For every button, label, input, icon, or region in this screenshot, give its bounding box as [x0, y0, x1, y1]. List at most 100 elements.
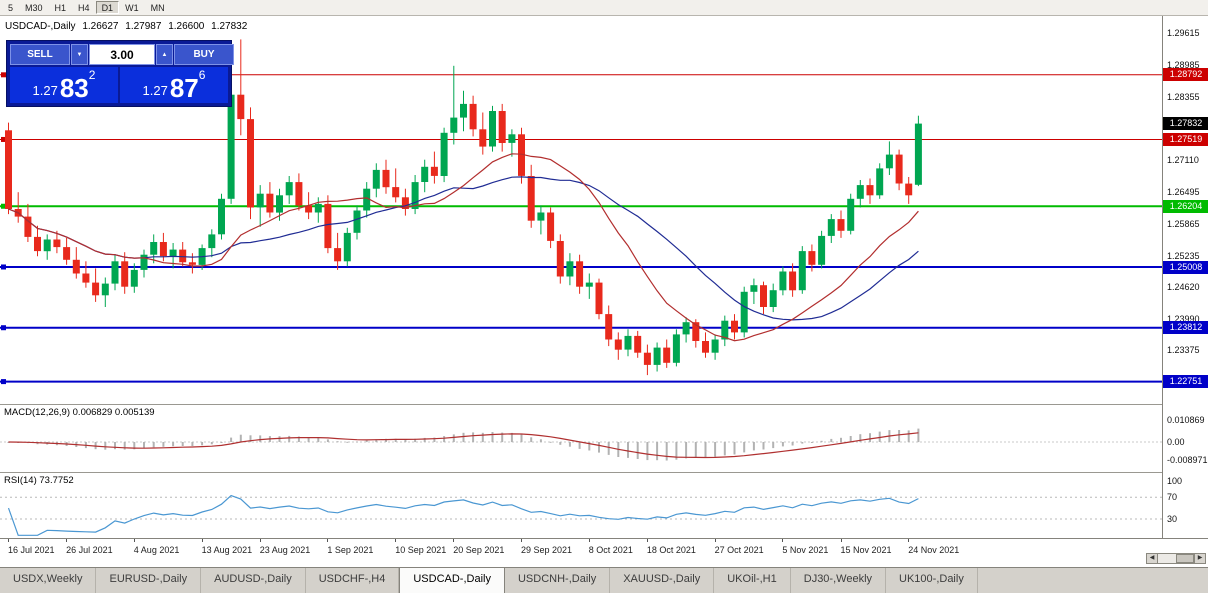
- candle: [63, 237, 71, 265]
- chart-tab[interactable]: USDCNH-,Daily: [505, 568, 611, 593]
- volume-increase-button[interactable]: ▲: [156, 44, 173, 65]
- candle: [401, 188, 409, 216]
- time-tick-mark: [588, 539, 590, 542]
- level-anchor[interactable]: [1, 264, 6, 270]
- time-tick-label: 5 Nov 2021: [782, 545, 829, 555]
- candle: [624, 329, 632, 357]
- chart-tab[interactable]: USDCHF-,H4: [306, 568, 400, 593]
- candle: [237, 39, 245, 136]
- candle: [72, 247, 80, 279]
- time-tick-label: 15 Nov 2021: [840, 545, 892, 555]
- macd-signal-line: [8, 432, 919, 459]
- time-tick-mark: [714, 539, 716, 542]
- chart-tab[interactable]: AUDUSD-,Daily: [201, 568, 306, 593]
- candle: [711, 334, 719, 360]
- candle: [285, 176, 293, 204]
- candle: [682, 317, 690, 343]
- candle: [5, 122, 12, 215]
- chart-tab[interactable]: USDX,Weekly: [0, 568, 97, 593]
- candle: [798, 246, 806, 294]
- price-chart-pane[interactable]: USDCAD-,Daily 1.26627 1.27987 1.26600 1.…: [0, 16, 1162, 404]
- candle: [585, 273, 593, 299]
- candle: [856, 180, 864, 208]
- candle: [101, 277, 109, 307]
- rsi-pane[interactable]: RSI(14) 73.7752: [0, 473, 1162, 538]
- candle: [411, 175, 419, 215]
- chart-tab[interactable]: XAUUSD-,Daily: [610, 568, 715, 593]
- chart-tab[interactable]: DJ30-,Weekly: [791, 568, 887, 593]
- scrollbar-track[interactable]: [1158, 553, 1194, 564]
- timeframe-button-H1[interactable]: H1: [49, 1, 73, 14]
- price-scale[interactable]: 1.29615 1.28985 1.28355 1.27110 1.26495 1.258…: [1162, 16, 1208, 538]
- candle: [634, 330, 642, 358]
- candle: [82, 261, 90, 288]
- chart-tab[interactable]: EURUSD-,Daily: [96, 568, 202, 593]
- timeframe-button-5[interactable]: 5: [2, 1, 19, 14]
- chart-tab[interactable]: UKOil-,H1: [714, 568, 791, 593]
- level-anchor[interactable]: [1, 72, 6, 78]
- candle: [430, 151, 438, 184]
- chart-window: USDCAD-,Daily 1.26627 1.27987 1.26600 1.…: [0, 16, 1208, 567]
- price-tick: 1.23375: [1167, 344, 1200, 355]
- time-tick-mark: [908, 539, 910, 542]
- sell-price-pip: 2: [88, 68, 96, 82]
- timeframe-button-D1[interactable]: D1: [95, 1, 120, 14]
- price-level-badge: 1.23812: [1163, 321, 1208, 335]
- candle: [779, 266, 787, 296]
- timeframe-button-W1[interactable]: W1: [119, 1, 145, 14]
- candlestick-chart[interactable]: [0, 16, 1162, 404]
- time-tick-mark: [259, 539, 261, 542]
- volume-input[interactable]: [89, 44, 155, 65]
- sell-button[interactable]: SELL: [10, 44, 70, 65]
- timeframe-button-M30[interactable]: M30: [19, 1, 49, 14]
- candle: [479, 112, 487, 155]
- time-tick-label: 1 Sep 2021: [327, 545, 374, 555]
- candle: [111, 254, 119, 291]
- candle: [498, 103, 506, 152]
- level-anchor[interactable]: [1, 325, 6, 331]
- candle: [760, 281, 767, 315]
- candle: [208, 229, 216, 258]
- candle: [227, 88, 235, 204]
- level-anchor[interactable]: [1, 203, 6, 209]
- timeframe-toolbar: 5 M30 H1 H4 D1 W1 MN: [0, 0, 1208, 16]
- pane-separator[interactable]: [0, 472, 1208, 473]
- price-level-badge: 1.25008: [1163, 260, 1208, 274]
- timeframe-button-H4[interactable]: H4: [72, 1, 96, 14]
- buy-price-display[interactable]: 1.27 87 6: [120, 67, 228, 103]
- sell-price-display[interactable]: 1.27 83 2: [10, 67, 118, 103]
- chart-tab[interactable]: USDCAD-,Daily: [399, 568, 505, 593]
- candle: [692, 319, 700, 348]
- candle: [169, 243, 177, 269]
- macd-pane[interactable]: MACD(12,26,9) 0.006829 0.005139: [0, 405, 1162, 472]
- price-level-badge: 1.27519: [1163, 133, 1208, 146]
- timeframe-button-MN[interactable]: MN: [145, 1, 171, 14]
- scrollbar-thumb[interactable]: [1176, 554, 1194, 563]
- buy-button[interactable]: BUY: [174, 44, 234, 65]
- candle: [130, 263, 138, 293]
- scroll-right-button[interactable]: ▶: [1194, 553, 1206, 564]
- symbol-period-label: USDCAD-,Daily: [5, 21, 76, 32]
- candle: [808, 244, 816, 272]
- candle: [672, 329, 680, 367]
- time-axis[interactable]: 16 Jul 2021 26 Jul 2021 4 Aug 2021 13 Aug 2…: [0, 538, 1208, 567]
- candle: [769, 283, 777, 313]
- level-anchor[interactable]: [1, 136, 6, 142]
- rsi-label: RSI(14) 73.7752: [4, 475, 74, 486]
- chart-hscrollbar[interactable]: ◀ ▶: [1146, 553, 1206, 564]
- sell-price-prefix: 1.27: [32, 83, 58, 98]
- candle: [34, 225, 41, 257]
- candle: [914, 115, 922, 187]
- volume-decrease-button[interactable]: ▼: [71, 44, 88, 65]
- ohlc-close: 1.27832: [211, 21, 248, 32]
- scroll-left-button[interactable]: ◀: [1146, 553, 1158, 564]
- macd-tick: 0.010869: [1167, 415, 1205, 425]
- candle: [537, 205, 545, 235]
- price-tick: 1.28985: [1167, 60, 1200, 70]
- level-anchor[interactable]: [1, 379, 6, 385]
- candle: [508, 129, 516, 157]
- chart-tab[interactable]: UK100-,Daily: [886, 568, 978, 593]
- macd-tick: 0.00: [1167, 437, 1185, 447]
- pane-separator[interactable]: [0, 404, 1208, 405]
